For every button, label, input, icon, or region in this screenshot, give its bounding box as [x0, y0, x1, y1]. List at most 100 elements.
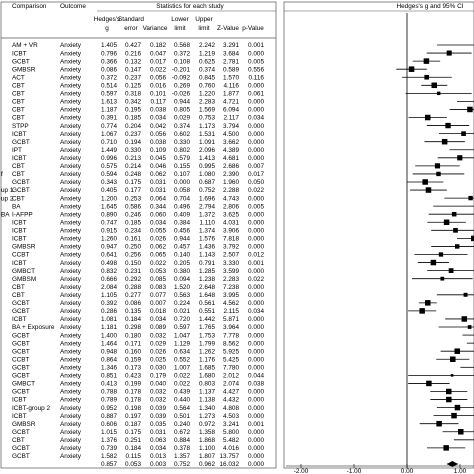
cell-variance: 0.085 — [150, 276, 166, 283]
cell-g: 0.413 — [101, 381, 117, 388]
cell-lower: 0.384 — [174, 219, 190, 226]
cell-g: 0.915 — [101, 228, 117, 235]
cell-comparison: ICBT — [12, 260, 27, 267]
cell-z: 3.241 — [223, 421, 239, 428]
cell-outcome: Anxiety — [60, 397, 82, 404]
cell-outcome: Anxiety — [60, 244, 82, 251]
cell-comparison: GCBT — [12, 389, 30, 396]
cell-se: 0.197 — [125, 413, 141, 420]
cell-upper: 1.413 — [199, 155, 215, 162]
cell-outcome: Anxiety — [60, 203, 82, 210]
table-row: ICBT Anxiety 0.887 0.197 0.039 0.501 1.273 4.50… — [12, 413, 264, 420]
cell-variance: 0.101 — [150, 91, 166, 98]
x-tick-label: 1.00 — [454, 468, 467, 474]
cell-p: 0.050 — [248, 179, 264, 186]
cell-p: 0.005 — [248, 58, 264, 65]
cell-outcome: Anxiety — [60, 308, 82, 315]
cell-se: 0.292 — [125, 276, 141, 283]
effect-marker — [425, 187, 432, 193]
cell-p: 0.000 — [248, 244, 264, 251]
cell-outcome: Anxiety — [60, 405, 82, 412]
cell-upper: 0.962 — [199, 461, 215, 468]
cell-outcome: Anxiety — [60, 389, 82, 396]
table-row: GMBSR Anxiety 0.947 0.250 0.062 0.457 1.436 3.7… — [12, 244, 264, 251]
effect-marker — [422, 179, 428, 185]
cell-g: 0.086 — [101, 66, 117, 73]
cell-upper: 1.569 — [199, 107, 215, 114]
cell-lower: 0.564 — [174, 405, 190, 412]
cell-z: 4.743 — [223, 195, 239, 202]
table-row: GCBT Anxiety 1.346 0.173 0.030 1.007 1.685 7.78… — [12, 365, 264, 372]
cell-variance: 0.003 — [150, 461, 166, 468]
cell-p: 0.000 — [248, 365, 264, 372]
cell-comparison: CBT — [12, 284, 25, 291]
table-row: GCBT Anxiety 0.851 0.423 0.179 0.022 1.680 2.01… — [12, 373, 264, 380]
effect-marker — [445, 122, 451, 129]
table-row: GMBSR Anxiety 0.086 0.147 0.022 -0.201 0.374 0.… — [12, 66, 264, 73]
cell-variance: 0.034 — [150, 219, 166, 226]
cell-upper: 0.625 — [199, 58, 215, 65]
cell-z: 2.012 — [223, 373, 239, 380]
cell-variance: 0.040 — [150, 381, 166, 388]
cell-upper: 1.576 — [199, 236, 215, 243]
cell-variance: 0.056 — [150, 74, 166, 81]
cell-se: 0.256 — [125, 252, 141, 259]
cell-upper: 1.799 — [199, 340, 215, 347]
cell-z: 0.589 — [223, 66, 239, 73]
cell-outcome: Anxiety — [60, 373, 82, 380]
cell-se: 0.330 — [125, 147, 141, 154]
cell-variance: 0.032 — [150, 397, 166, 404]
cell-z: 5.925 — [223, 348, 239, 355]
cell-z: 7.818 — [223, 236, 239, 243]
col-header-g-1: Hedges's — [94, 16, 120, 23]
cell-upper: 0.687 — [199, 179, 215, 186]
cell-comparison: ICBT — [12, 236, 27, 243]
cell-upper: 1.091 — [199, 139, 215, 146]
cell-variance: 0.013 — [150, 453, 166, 460]
cell-upper: 1.219 — [199, 50, 215, 57]
cell-g: 0.747 — [101, 219, 117, 226]
x-tick-label: -2.00 — [294, 468, 309, 474]
cell-se: 0.161 — [125, 236, 141, 243]
cell-z: 3.330 — [223, 260, 239, 267]
cell-outcome: Anxiety — [60, 115, 82, 122]
cell-z: 4.389 — [223, 147, 239, 154]
cell-lower: 0.568 — [174, 42, 190, 49]
effect-marker — [467, 325, 472, 329]
cell-g: 1.260 — [101, 236, 117, 243]
x-tick-label: 0.00 — [401, 468, 414, 474]
cell-se: 0.251 — [125, 437, 141, 444]
cell-outcome: Anxiety — [60, 50, 82, 57]
table-row: GCBT Anxiety 0.286 0.135 0.018 0.021 0.551 2.11… — [12, 308, 264, 315]
cell-outcome: Anxiety — [60, 332, 82, 339]
table-row: GMBCT Anxiety 0.832 0.231 0.053 0.380 1.285 3.5… — [12, 268, 264, 275]
cell-upper: 1.442 — [199, 316, 215, 323]
cell-upper: 0.803 — [199, 381, 215, 388]
cell-p: 0.000 — [248, 437, 264, 444]
cell-outcome: Anxiety — [60, 252, 82, 259]
cell-lower: 0.378 — [174, 445, 190, 452]
cell-upper: 1.138 — [199, 397, 215, 404]
cell-comparison: GCBT — [12, 365, 30, 372]
cell-comparison: ICBT — [12, 413, 27, 420]
table-row: 0.857 0.053 0.003 0.752 0.962 16.032 0.000 — [101, 461, 264, 468]
cell-p: 0.005 — [248, 203, 264, 210]
cell-lower: 1.007 — [174, 365, 190, 372]
cell-comparison: ICBT-group 2 — [12, 405, 50, 412]
cell-g: 1.181 — [101, 324, 117, 331]
table-row: CBT Anxiety 1.613 0.342 0.117 0.944 2.283 4.721… — [12, 99, 264, 106]
x-axis: -2.00 -1.00 0.00 1.00 — [286, 464, 474, 474]
cell-upper: 1.531 — [199, 131, 215, 138]
cell-outcome: Anxiety — [60, 348, 82, 355]
table-row: ICBT Anxiety 0.498 0.150 0.022 0.205 0.791 3.33… — [12, 260, 264, 267]
cell-p: 0.000 — [248, 195, 264, 202]
cell-upper: 1.173 — [199, 123, 215, 130]
cell-upper: 1.765 — [199, 324, 215, 331]
cell-se: 0.216 — [125, 50, 141, 57]
cell-p: 0.000 — [248, 99, 264, 106]
cell-z: 4.031 — [223, 219, 239, 226]
cell-se: 0.053 — [125, 461, 141, 468]
cell-variance: 0.056 — [150, 131, 166, 138]
cell-variance: 0.060 — [150, 211, 166, 218]
table-row: GCBT Anxiety 0.392 0.086 0.007 0.224 0.561 4.56… — [12, 300, 264, 307]
